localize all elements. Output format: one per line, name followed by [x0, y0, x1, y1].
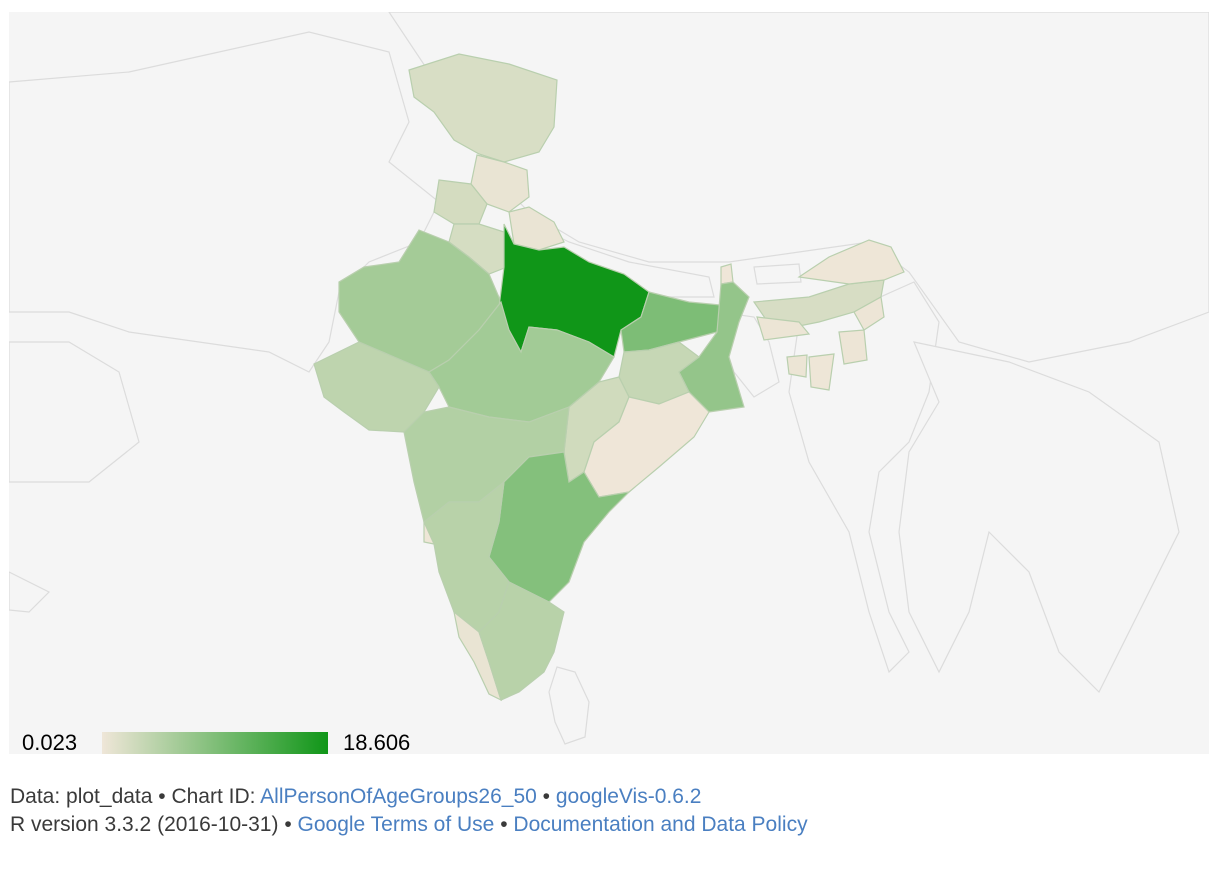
state-jammu-and-kashmir	[408, 53, 558, 163]
country-thailand-laos-vietnam	[898, 341, 1180, 694]
footer-r-version: R version 3.3.2 (2016-10-31) •	[10, 813, 298, 836]
terms-link[interactable]: Google Terms of Use	[297, 813, 495, 836]
geo-map[interactable]	[9, 12, 1209, 754]
state-manipur	[838, 329, 868, 365]
legend-gradient-rect	[102, 732, 328, 754]
footer-line-2: R version 3.3.2 (2016-10-31) • Google Te…	[10, 813, 808, 837]
state-meghalaya	[756, 316, 811, 341]
country-sri-lanka	[548, 666, 590, 745]
state-nagaland	[853, 296, 885, 331]
footer-separator: •	[536, 785, 556, 808]
state-tamil-nadu	[478, 581, 565, 701]
country-pakistan-afghanistan	[9, 31, 440, 373]
indian-states[interactable]	[313, 53, 905, 702]
legend-max-label: 18.606	[343, 730, 411, 755]
state-tripura	[786, 354, 808, 378]
state-arunachal-pradesh	[797, 239, 905, 285]
country-iran-gulf	[9, 341, 140, 483]
map-canvas[interactable]	[9, 12, 1209, 754]
neighbour-countries	[9, 12, 1209, 745]
state-sikkim	[720, 263, 734, 285]
state-odisha	[583, 391, 710, 498]
legend-min-label: 0.023	[22, 730, 78, 755]
state-west-bengal	[678, 281, 750, 413]
googlevis-link[interactable]: googleVis-0.6.2	[555, 785, 702, 808]
country-arabia	[9, 571, 51, 613]
footer-data-prefix: Data: plot_data • Chart ID:	[10, 785, 261, 808]
docs-link[interactable]: Documentation and Data Policy	[513, 813, 808, 836]
country-bhutan	[753, 263, 802, 285]
footer-line-1: Data: plot_data • Chart ID: AllPersonOfA…	[10, 785, 701, 809]
state-mizoram	[808, 353, 835, 391]
footer-separator: •	[494, 813, 514, 836]
chart-id-link[interactable]: AllPersonOfAgeGroups26_50	[260, 785, 537, 808]
legend-color-bar	[102, 732, 328, 754]
